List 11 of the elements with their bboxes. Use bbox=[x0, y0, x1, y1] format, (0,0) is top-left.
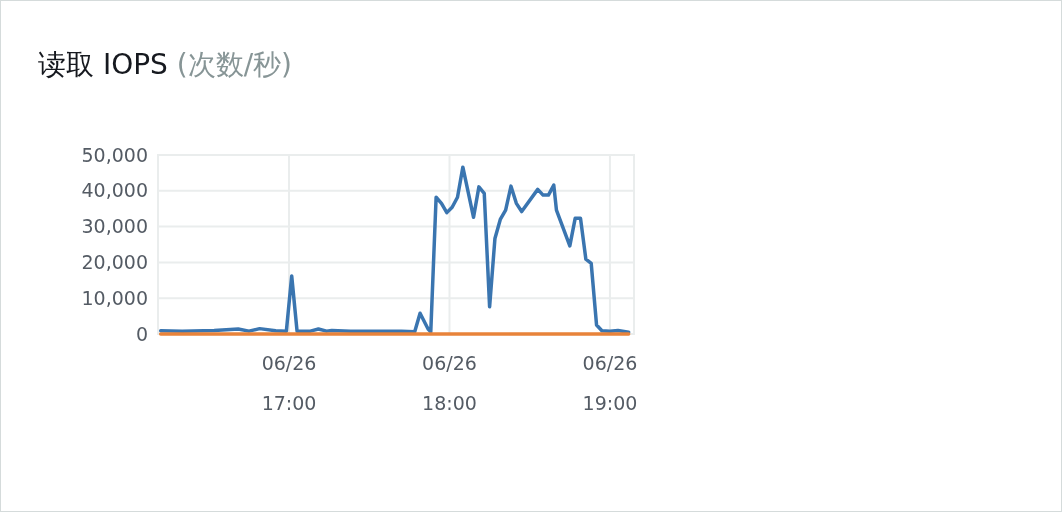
x-tick-label: 06/26 19:00 bbox=[582, 352, 638, 414]
x-tick-label: 06/26 18:00 bbox=[422, 352, 477, 414]
chart-title: 读取 IOPS bbox=[38, 48, 168, 81]
chart-subtitle: (次数/秒) bbox=[167, 48, 293, 81]
y-tick-label: 50,000 bbox=[81, 143, 148, 166]
y-tick-label: 30,000 bbox=[81, 215, 148, 238]
y-tick-label: 10,000 bbox=[81, 286, 148, 309]
y-tick-label: 20,000 bbox=[81, 251, 148, 274]
y-tick-label: 40,000 bbox=[81, 179, 148, 202]
y-tick-label: 0 bbox=[135, 322, 148, 345]
x-tick-label: 06/26 17:00 bbox=[261, 352, 317, 414]
